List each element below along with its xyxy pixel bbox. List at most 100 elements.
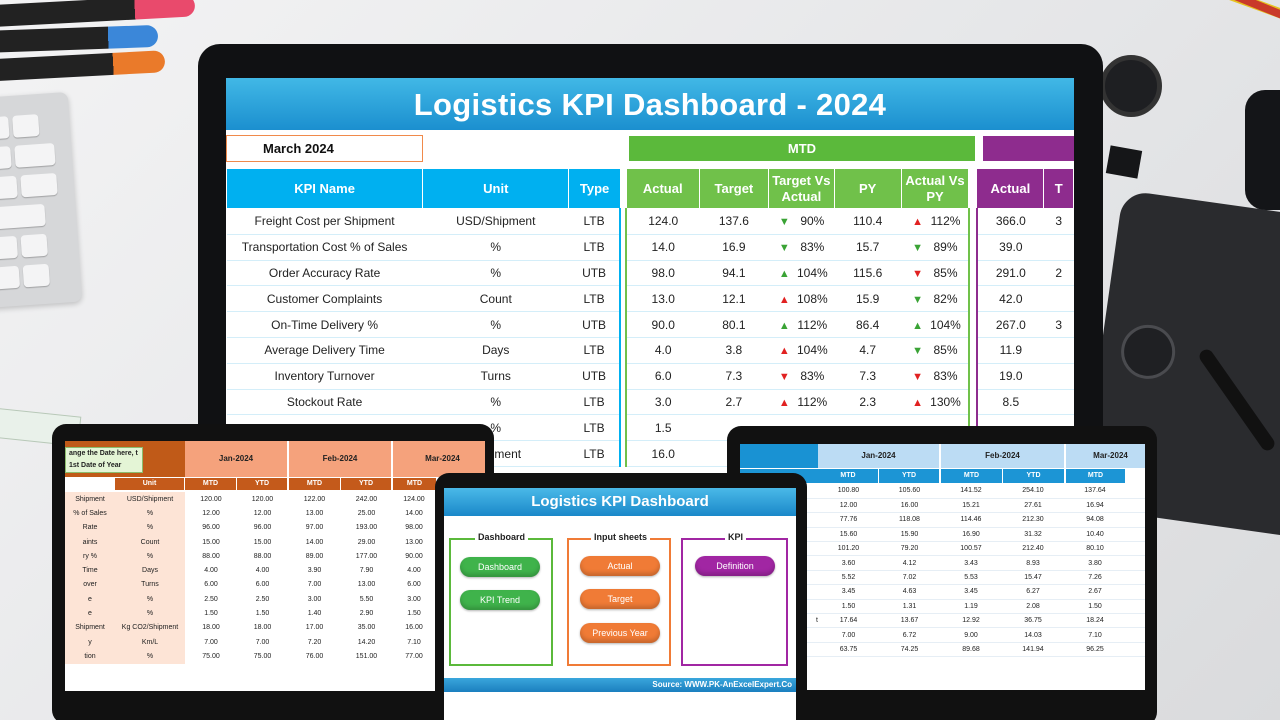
value-cell[interactable]: 2.50	[204, 595, 218, 603]
value-cell[interactable]: 14.00	[305, 538, 324, 546]
kpi-name-cell[interactable]: e	[65, 606, 115, 621]
value-cell[interactable]: 137.64	[1064, 484, 1126, 499]
unit-cell[interactable]: %	[115, 520, 185, 535]
value-cell[interactable]: 177.00	[355, 552, 378, 560]
value-cell[interactable]: 10.40	[1064, 527, 1126, 543]
value-cell[interactable]: 124.00	[403, 495, 425, 503]
value-cell[interactable]: 77.76	[818, 512, 879, 528]
value-cell[interactable]: 1.40	[307, 610, 322, 618]
value-cell[interactable]: 15.21	[940, 498, 1002, 514]
value-cell[interactable]: 7.00	[818, 627, 879, 643]
value-cell[interactable]: 1.19	[940, 599, 1002, 615]
value-cell[interactable]: 97.00	[305, 524, 324, 532]
value-cell[interactable]: 101.20	[818, 541, 879, 557]
value-cell[interactable]: 25.00	[357, 509, 376, 517]
value-cell[interactable]: 4.63	[879, 584, 940, 600]
value-cell[interactable]: 75.00	[202, 652, 220, 660]
value-cell[interactable]: 79.20	[879, 541, 940, 557]
value-cell[interactable]: 122.00	[303, 495, 326, 503]
value-cell[interactable]: 3.45	[940, 584, 1002, 600]
value-cell[interactable]: 31.32	[1002, 527, 1064, 543]
value-cell[interactable]: 212.40	[1002, 541, 1064, 557]
value-cell[interactable]: 16.00	[879, 498, 940, 514]
kpi-trend-button[interactable]: KPI Trend	[460, 590, 540, 610]
value-cell[interactable]: 88.00	[253, 552, 272, 560]
unit-cell[interactable]: Turns	[115, 577, 185, 593]
unit-cell[interactable]: Days	[115, 563, 185, 578]
value-cell[interactable]: 14.20	[357, 638, 376, 646]
value-cell[interactable]: 18.00	[202, 624, 220, 632]
value-cell[interactable]: 96.00	[202, 524, 220, 532]
kpi-name-cell[interactable]: tion	[65, 649, 115, 664]
value-cell[interactable]: 7.26	[1064, 570, 1126, 586]
value-cell[interactable]: 15.00	[253, 538, 272, 546]
value-cell[interactable]: 2.67	[1064, 584, 1126, 600]
value-cell[interactable]: 74.25	[879, 642, 940, 658]
unit-cell[interactable]: %	[115, 606, 185, 621]
value-cell[interactable]: 100.80	[818, 484, 879, 499]
kpi-name-cell[interactable]: Shipment	[65, 492, 115, 507]
value-cell[interactable]: 13.00	[357, 581, 376, 589]
value-cell[interactable]: 141.94	[1002, 642, 1064, 658]
kpi-name-cell[interactable]: ry %	[65, 549, 115, 564]
value-cell[interactable]: 63.75	[818, 642, 879, 658]
value-cell[interactable]: 14.03	[1002, 627, 1064, 643]
value-cell[interactable]: 9.00	[940, 627, 1002, 643]
value-cell[interactable]: 6.00	[204, 581, 218, 589]
value-cell[interactable]: 5.50	[359, 595, 374, 603]
value-cell[interactable]: 7.00	[204, 638, 218, 646]
value-cell[interactable]: 98.00	[405, 524, 423, 532]
value-cell[interactable]: 8.93	[1002, 555, 1064, 571]
value-cell[interactable]: 120.00	[200, 495, 222, 503]
value-cell[interactable]: 94.08	[1064, 512, 1126, 528]
value-cell[interactable]: 3.00	[407, 595, 421, 603]
unit-cell[interactable]: %	[115, 592, 185, 607]
value-cell[interactable]: 16.90	[940, 527, 1002, 543]
value-cell[interactable]: 12.92	[940, 613, 1002, 629]
value-cell[interactable]: 76.00	[305, 652, 324, 660]
value-cell[interactable]: 80.10	[1064, 541, 1126, 557]
value-cell[interactable]: 17.00	[305, 624, 324, 632]
value-cell[interactable]: 27.61	[1002, 498, 1064, 514]
value-cell[interactable]: 3.90	[307, 567, 322, 575]
value-cell[interactable]: 13.00	[305, 509, 324, 517]
value-cell[interactable]: 2.50	[255, 595, 270, 603]
value-cell[interactable]: 12.00	[202, 509, 220, 517]
kpi-name-cell[interactable]: y	[65, 634, 115, 650]
value-cell[interactable]: 254.10	[1002, 484, 1064, 499]
kpi-name-cell[interactable]: over	[65, 577, 115, 593]
value-cell[interactable]: 3.00	[307, 595, 322, 603]
value-cell[interactable]: 1.50	[1064, 599, 1126, 615]
value-cell[interactable]: 16.00	[405, 624, 423, 632]
value-cell[interactable]: 7.00	[307, 581, 322, 589]
value-cell[interactable]: 12.00	[253, 509, 272, 517]
value-cell[interactable]: 16.94	[1064, 498, 1126, 514]
value-cell[interactable]: 242.00	[355, 495, 378, 503]
value-cell[interactable]: 4.00	[255, 567, 270, 575]
value-cell[interactable]: 3.45	[818, 584, 879, 600]
kpi-name-cell[interactable]: Rate	[65, 520, 115, 535]
value-cell[interactable]: 6.72	[879, 627, 940, 643]
value-cell[interactable]: 118.08	[879, 512, 940, 528]
value-cell[interactable]: 7.00	[255, 638, 270, 646]
kpi-name-cell[interactable]: e	[65, 592, 115, 607]
value-cell[interactable]: 18.24	[1064, 613, 1126, 629]
value-cell[interactable]: 1.31	[879, 599, 940, 615]
value-cell[interactable]: 88.00	[202, 552, 220, 560]
value-cell[interactable]: 15.00	[202, 538, 220, 546]
value-cell[interactable]: 7.10	[407, 638, 421, 646]
kpi-name-cell[interactable]: Time	[65, 563, 115, 578]
value-cell[interactable]: 7.02	[879, 570, 940, 586]
actual-button[interactable]: Actual	[580, 556, 660, 576]
value-cell[interactable]: 6.00	[407, 581, 421, 589]
dashboard-button[interactable]: Dashboard	[460, 557, 540, 577]
value-cell[interactable]: 36.75	[1002, 613, 1064, 629]
kpi-name-cell[interactable]: Shipment	[65, 620, 115, 635]
value-cell[interactable]: 212.30	[1002, 512, 1064, 528]
value-cell[interactable]: 4.12	[879, 555, 940, 571]
value-cell[interactable]: 35.00	[357, 624, 376, 632]
value-cell[interactable]: 114.46	[940, 512, 1002, 528]
value-cell[interactable]: 1.50	[818, 599, 879, 615]
value-cell[interactable]: 5.52	[818, 570, 879, 586]
value-cell[interactable]: 13.67	[879, 613, 940, 629]
